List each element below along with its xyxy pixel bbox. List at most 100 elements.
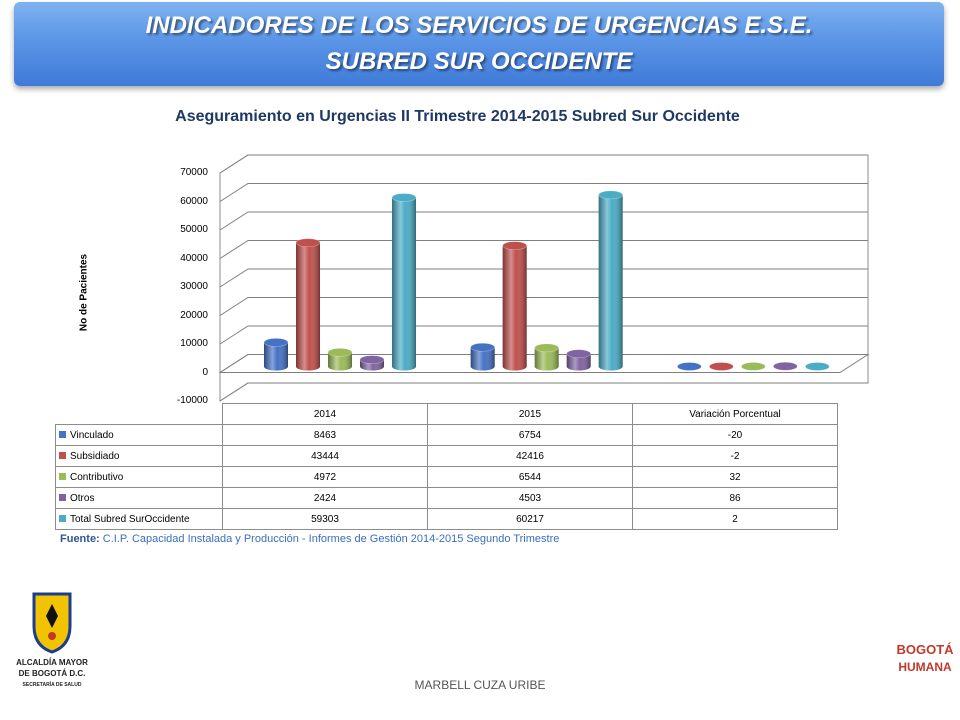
bar-shade [296,242,320,371]
series-label: Total Subred SurOccidente [70,513,190,525]
y-tick-label: 10000 [180,338,208,349]
table-cell: -2 [632,445,838,467]
y-tick-label: 60000 [180,195,208,207]
series-label: Vinculado [70,429,114,441]
gridline [219,382,868,402]
y-tick-label: 0 [202,366,208,378]
bar-top [741,362,766,371]
logo-line3: SECRETARÍA DE SALUD [22,682,82,688]
y-tick-label: -10000 [176,395,208,406]
table-cell: 60217 [427,508,633,530]
gridline [219,325,868,345]
bar-subsidiado-2 [709,362,734,371]
data-table: 2014 2015 Variación Porcentual Vinculado… [55,403,838,530]
source-label: Fuente: [60,533,100,545]
table-cell: 6754 [427,424,633,446]
legend-swatch [59,452,66,460]
bar-top [263,338,289,347]
banner-title-line1: INDICADORES DE LOS SERVICIOS DE URGENCIA… [145,12,813,39]
bar-shade [392,197,416,371]
bar-total-subred-suroccidente-0 [391,193,417,371]
bar-otros-2 [773,361,798,371]
bar-subsidiado-0 [295,238,321,371]
bar-shade [598,194,623,371]
bar-top [534,343,559,353]
y-tick-label: 50000 [180,224,208,235]
source-note: Fuente: C.I.P. Capacidad Instalada y Pro… [60,533,559,545]
table-cell: 6544 [427,466,633,488]
bar-vinculado-2 [677,362,702,371]
y-tick-label: 20000 [180,309,208,321]
bogota-humana-logo: BOGOTÁ HUMANA [895,620,955,690]
table-cell: 43444 [222,445,428,467]
table-col-2014: 2014 [222,403,428,425]
table-cell: 2424 [222,487,428,509]
bar-contributivo-2 [741,362,766,371]
bar-top [677,362,702,371]
coat-of-arms-icon [32,592,72,654]
alcaldia-logo: ALCALDÍA MAYOR DE BOGOTÁ D.C. SECRETARÍA… [12,586,92,696]
logo-right-line1: BOGOTÁ [896,642,954,657]
logo-right-line2: HUMANA [898,660,952,674]
table-cell: 59303 [222,508,428,530]
table-row: Otros 2424 4503 86 [55,487,838,509]
bar-shade [566,353,591,371]
bar-contributivo-1 [534,343,559,371]
table-col-2015: 2015 [427,403,633,425]
table-row: Subsidiado 43444 42416 -2 [55,445,838,467]
bar-top [359,355,385,364]
table-cell: 86 [632,487,838,509]
gridline [219,154,868,174]
bar-vinculado-1 [470,342,495,371]
legend-swatch [59,473,66,481]
bar-otros-0 [359,355,385,371]
y-tick-label: 40000 [180,252,208,264]
table-cell: 4503 [427,487,633,509]
bar-subsidiado-1 [502,241,527,371]
bar-shade [470,347,495,371]
table-row: Contributivo 4972 6544 32 [55,466,838,488]
bar-shade [502,245,527,371]
table-col-variacion: Variación Porcentual [632,403,838,425]
gridline [219,240,868,259]
gridline [219,268,868,288]
bar-top [295,238,321,247]
bar-shade [264,342,288,371]
bar-top [470,342,495,352]
bar-top [502,241,527,250]
bar-vinculado-0 [263,338,289,371]
title-banner: INDICADORES DE LOS SERVICIOS DE URGENCIA… [14,2,944,86]
bar-top [566,349,591,358]
bar-contributivo-0 [327,348,353,371]
legend-swatch [59,494,66,502]
y-tick-label: 30000 [180,281,208,292]
series-label: Contributivo [70,471,124,483]
bar-top [391,193,417,202]
source-text: C.I.P. Capacidad Instalada y Producción … [102,533,560,545]
table-cell: 32 [632,466,838,488]
logo-line1: ALCALDÍA MAYOR [16,658,88,667]
bar-otros-1 [566,349,591,371]
bar-top [805,362,830,371]
table-cell: -20 [632,424,838,446]
bar-total-subred-suroccidente-2 [805,362,830,371]
legend-swatch [59,431,66,439]
bar-total-subred-suroccidente-1 [598,190,623,371]
bar-top [709,362,734,371]
table-cell: 8463 [222,424,428,446]
data-table-header: 2014 2015 Variación Porcentual [55,403,838,425]
table-cell: 4972 [222,466,428,488]
table-cell: 42416 [427,445,633,467]
plot-floor [218,354,870,373]
bar-top [773,361,798,371]
bar-shade [328,352,352,371]
gridline [219,183,868,202]
footer-author: MARBELL CUZA URIBE [414,678,546,692]
y-tick-label: 70000 [180,167,208,178]
legend-swatch [59,515,66,523]
bar-top [327,348,353,357]
bar-shade [534,347,559,371]
bar-top [598,190,623,200]
table-row: Total Subred SurOccidente 59303 60217 2 [55,508,838,530]
